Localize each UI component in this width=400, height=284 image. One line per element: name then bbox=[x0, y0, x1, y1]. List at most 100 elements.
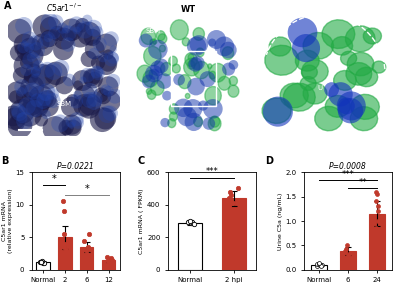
Polygon shape bbox=[170, 112, 178, 121]
Point bbox=[79, 23, 86, 28]
Bar bbox=[171, 51, 216, 106]
Point bbox=[86, 98, 93, 102]
Point bbox=[373, 233, 379, 238]
Point bbox=[15, 108, 21, 113]
Point bbox=[226, 204, 232, 209]
Point bbox=[82, 28, 88, 32]
Point bbox=[226, 196, 232, 201]
Text: *: * bbox=[52, 174, 56, 184]
Point bbox=[87, 102, 93, 107]
Polygon shape bbox=[141, 28, 156, 45]
Point bbox=[227, 189, 233, 194]
Point bbox=[146, 79, 152, 84]
Polygon shape bbox=[269, 37, 291, 56]
Point bbox=[81, 103, 88, 108]
Polygon shape bbox=[325, 95, 350, 117]
Point bbox=[191, 222, 197, 226]
Polygon shape bbox=[322, 20, 355, 49]
Point bbox=[75, 120, 81, 125]
Polygon shape bbox=[210, 116, 220, 127]
Point bbox=[303, 46, 309, 50]
Polygon shape bbox=[332, 37, 353, 55]
Polygon shape bbox=[363, 28, 382, 44]
Point bbox=[104, 112, 110, 116]
Point bbox=[348, 104, 354, 108]
Point bbox=[28, 55, 34, 60]
Point bbox=[192, 62, 199, 67]
Point bbox=[342, 249, 348, 254]
Point bbox=[230, 201, 236, 205]
Point bbox=[38, 95, 44, 100]
Point bbox=[34, 48, 40, 53]
Point bbox=[213, 37, 220, 42]
Bar bbox=[311, 265, 327, 270]
Point bbox=[105, 89, 112, 93]
Point bbox=[94, 70, 100, 74]
Point bbox=[108, 57, 114, 61]
Point bbox=[46, 74, 52, 79]
Polygon shape bbox=[280, 83, 308, 108]
Point bbox=[96, 70, 102, 75]
Point bbox=[69, 34, 75, 38]
Point bbox=[372, 189, 379, 194]
Polygon shape bbox=[209, 71, 216, 79]
Polygon shape bbox=[193, 28, 204, 40]
Point bbox=[275, 109, 281, 114]
Text: A: A bbox=[4, 1, 12, 11]
Bar bbox=[340, 251, 356, 270]
Polygon shape bbox=[151, 80, 164, 95]
Point bbox=[53, 20, 59, 24]
Point bbox=[45, 104, 51, 108]
Point bbox=[19, 109, 25, 114]
Point bbox=[318, 263, 325, 267]
Point bbox=[92, 97, 98, 101]
Point bbox=[53, 71, 59, 76]
Point bbox=[39, 73, 46, 77]
Point bbox=[104, 259, 111, 264]
Point bbox=[344, 243, 350, 248]
Point bbox=[210, 106, 216, 111]
Point bbox=[89, 35, 96, 40]
Title: P=0.0008: P=0.0008 bbox=[329, 162, 367, 172]
Point bbox=[91, 76, 98, 80]
Point bbox=[34, 98, 40, 103]
Point bbox=[161, 79, 168, 83]
Point bbox=[40, 43, 46, 47]
Polygon shape bbox=[334, 70, 356, 90]
Point bbox=[108, 256, 114, 260]
Point bbox=[19, 116, 25, 120]
Point bbox=[57, 121, 63, 126]
Point bbox=[82, 93, 88, 98]
Point bbox=[100, 94, 107, 99]
Text: C: C bbox=[137, 156, 145, 166]
Polygon shape bbox=[303, 32, 334, 59]
Point bbox=[29, 85, 36, 89]
Text: $C5ar1^{-/-}$: $C5ar1^{-/-}$ bbox=[46, 1, 82, 14]
Polygon shape bbox=[148, 90, 156, 99]
Point bbox=[103, 42, 110, 47]
Y-axis label: Urine C5a (ng/mL): Urine C5a (ng/mL) bbox=[278, 192, 282, 250]
Point bbox=[187, 219, 193, 223]
Point bbox=[74, 28, 80, 33]
Point bbox=[61, 83, 68, 88]
Point bbox=[190, 120, 197, 124]
Point bbox=[68, 105, 74, 109]
Point bbox=[221, 44, 228, 49]
Point bbox=[184, 114, 190, 119]
Point bbox=[107, 111, 114, 116]
Polygon shape bbox=[137, 65, 152, 82]
Point bbox=[70, 126, 76, 130]
Point bbox=[75, 83, 81, 88]
Polygon shape bbox=[347, 52, 374, 76]
Point bbox=[348, 258, 354, 262]
Polygon shape bbox=[302, 65, 317, 79]
Point bbox=[26, 112, 32, 116]
Point bbox=[155, 47, 161, 52]
Polygon shape bbox=[194, 117, 202, 127]
Polygon shape bbox=[170, 20, 188, 40]
Point bbox=[80, 78, 86, 82]
Point bbox=[36, 102, 42, 106]
Polygon shape bbox=[356, 67, 378, 87]
Point bbox=[68, 123, 75, 128]
Point bbox=[316, 262, 322, 267]
